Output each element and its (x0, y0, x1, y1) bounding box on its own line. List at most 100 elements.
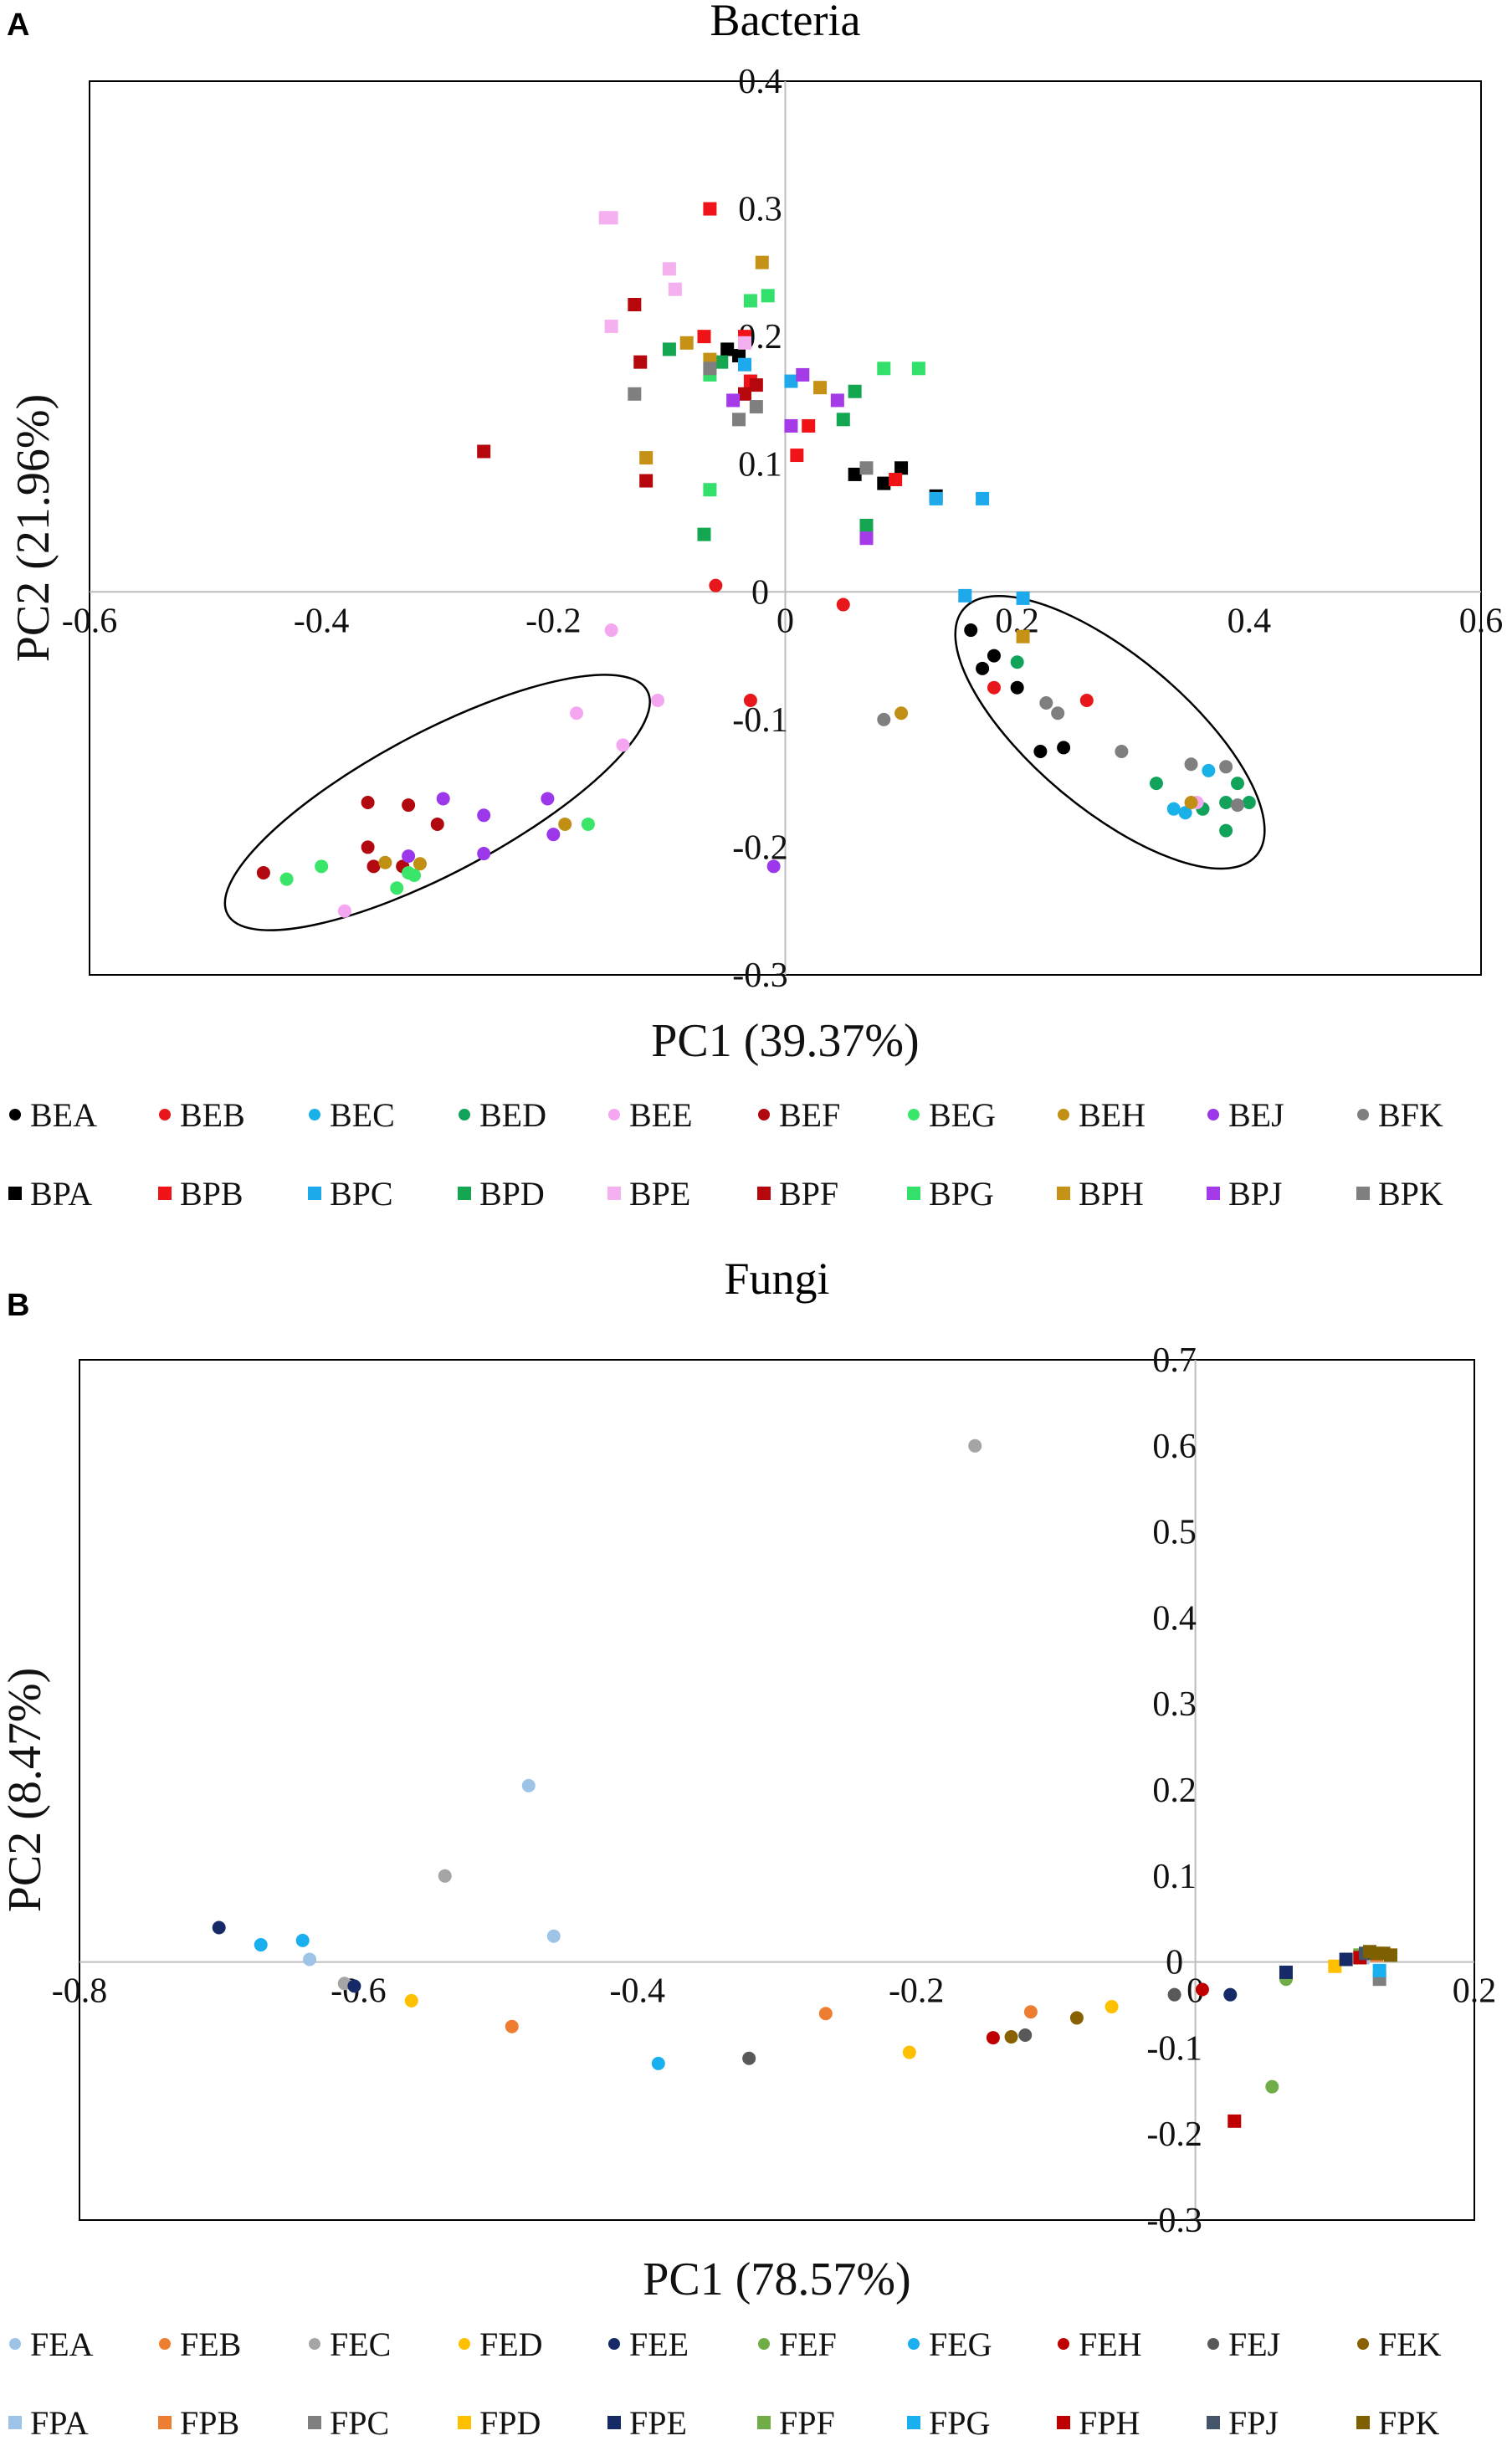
legend-label-bea: BEA (30, 1096, 97, 1134)
series-fed (404, 1993, 1119, 2059)
series-bfk (877, 696, 1244, 813)
legend-label-bpf: BPF (779, 1175, 838, 1213)
series-fpd (1328, 1959, 1342, 1973)
point-bpc (737, 357, 751, 372)
point-bee (651, 693, 665, 707)
point-fea (546, 1929, 561, 1943)
series-bpc (737, 357, 1030, 605)
point-feb (818, 2007, 833, 2021)
legend-item-beh: BEH (1058, 1096, 1146, 1134)
point-beh (894, 706, 909, 720)
a-y-tick-label: 0.3 (738, 191, 782, 229)
point-bph (755, 255, 769, 269)
point-bph (813, 381, 828, 395)
legend-label-fpj: FPJ (1228, 2404, 1279, 2442)
legend-item-fpg: FPG (907, 2404, 990, 2442)
fungi-chart: Fungi-0.8-0.6-0.4-0.200.2-0.3-0.2-0.100.… (0, 1254, 1496, 2442)
b-y-tick-label: -0.2 (1146, 2115, 1202, 2154)
legend-marker-beh (1058, 1109, 1069, 1120)
legend-item-fpf: FPF (757, 2404, 835, 2442)
a-y-tick-label: -0.2 (732, 828, 788, 867)
point-beg (279, 872, 294, 886)
legend-marker-fpd (458, 2416, 471, 2429)
point-bfk (1115, 745, 1129, 758)
point-beb (987, 680, 1001, 695)
legend-label-fef: FEF (779, 2325, 837, 2363)
legend-label-bpe: BPE (629, 1175, 690, 1213)
point-fea (521, 1778, 536, 1792)
a-y-tick-label: 0.1 (738, 446, 782, 485)
legend-item-fek: FEK (1357, 2325, 1442, 2363)
legend-label-bpg: BPG (929, 1175, 994, 1213)
legend-marker-fph (1057, 2416, 1070, 2429)
legend-label-bph: BPH (1079, 1175, 1144, 1213)
point-bpc (1016, 591, 1030, 605)
point-bpd (715, 355, 729, 369)
legend-marker-bpe (607, 1187, 621, 1200)
legend-label-fee: FEE (629, 2325, 689, 2363)
point-bed (1242, 796, 1256, 810)
point-beg (315, 859, 329, 874)
point-beg (581, 817, 595, 831)
legend-item-fea: FEA (9, 2325, 94, 2363)
legend-marker-bpj (1207, 1187, 1220, 1200)
point-fpe (1339, 1952, 1353, 1967)
point-fej (742, 2051, 756, 2065)
legend-marker-fek (1357, 2338, 1369, 2350)
b-y-tick-label: 0.1 (1152, 1858, 1197, 1896)
legend-item-fej: FEJ (1207, 2325, 1280, 2363)
legend-marker-fej (1207, 2338, 1219, 2350)
b-y-tick-label: 0.5 (1152, 1514, 1197, 1552)
legend-marker-bpk (1356, 1187, 1370, 1200)
b-y-tick-label: 0.2 (1152, 1772, 1197, 1810)
legend-label-fpa: FPA (30, 2404, 89, 2442)
legend-label-bpd: BPD (479, 1175, 545, 1213)
legend-marker-feg (908, 2338, 920, 2350)
b-x-tick-label: 0 (1187, 1972, 1204, 2011)
legend-label-bpa: BPA (30, 1175, 92, 1213)
series-bpk (628, 362, 874, 475)
legend-label-feh: FEH (1079, 2325, 1142, 2363)
point-bed (1010, 655, 1024, 669)
point-bpe (737, 336, 751, 350)
point-bee (616, 738, 630, 752)
point-bph (679, 336, 694, 350)
point-bpf (628, 298, 642, 311)
legend-marker-bpc (308, 1187, 321, 1200)
point-feg (254, 1938, 268, 1952)
point-bpd (848, 384, 862, 398)
point-bph (639, 451, 653, 465)
legend-item-bpb: BPB (158, 1175, 243, 1213)
point-bej (436, 792, 450, 806)
point-bea (987, 649, 1001, 663)
point-feg (295, 1933, 310, 1947)
point-bea (1057, 741, 1071, 755)
point-bpf (749, 378, 763, 392)
legend-marker-fpa (8, 2416, 22, 2429)
point-beb (709, 578, 723, 592)
series-bea (964, 623, 1071, 758)
point-bea (964, 623, 978, 638)
a-x-tick-label: -0.4 (294, 602, 350, 640)
point-bee (337, 904, 351, 918)
legend-item-fpc: FPC (308, 2404, 389, 2442)
point-fec (968, 1438, 982, 1453)
point-bed (1219, 823, 1233, 838)
b-y-axis-title: PC2 (8.47%) (0, 1668, 51, 1912)
legend-label-bed: BED (479, 1096, 546, 1134)
point-bpc (784, 374, 798, 388)
point-bee (604, 623, 618, 638)
point-bpf (477, 444, 491, 459)
point-bpk (859, 461, 874, 475)
point-fek (1069, 2011, 1084, 2025)
b-y-tick-label: 0.4 (1152, 1599, 1197, 1638)
series-bpe (598, 211, 751, 350)
point-bpb (889, 473, 903, 487)
series-bpd (662, 342, 874, 541)
series-fef (1265, 1972, 1293, 2094)
point-bfk (1219, 760, 1233, 774)
legend-marker-bpb (158, 1187, 172, 1200)
legend-label-beg: BEG (929, 1096, 996, 1134)
legend-label-feb: FEB (180, 2325, 241, 2363)
